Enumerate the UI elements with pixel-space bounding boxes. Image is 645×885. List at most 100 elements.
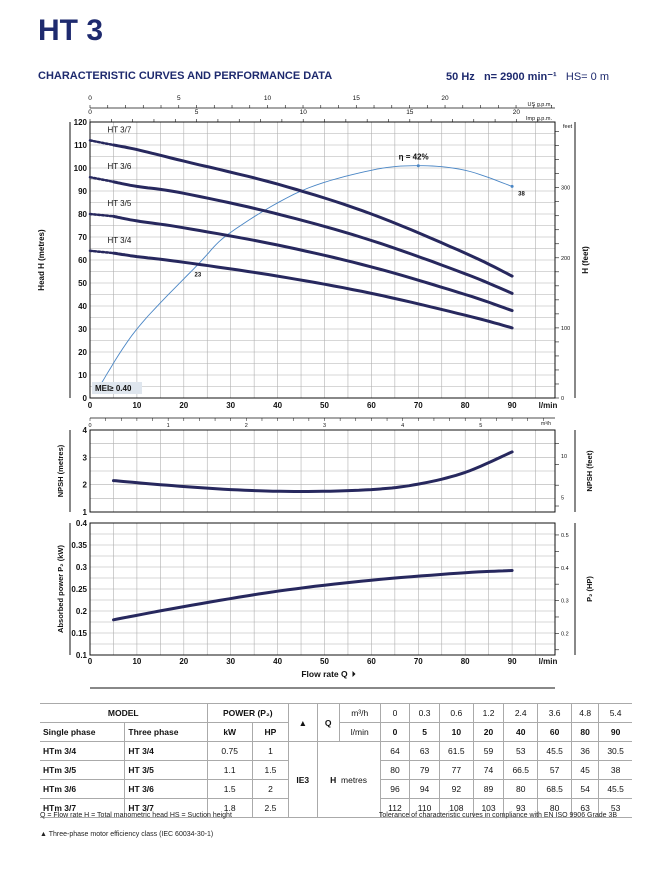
right-axis-label: 300 [561,186,570,192]
y-tick-label: 0.2 [76,607,88,616]
top-axis-label: 5 [195,109,199,116]
efficiency-curve [98,165,513,387]
y-tick-label: 110 [74,141,87,150]
q-m3h: 1.2 [473,703,505,723]
top-axis-label: 0 [88,95,92,102]
head-curve-shutoff-dashed [88,175,115,184]
m3h-header: m³/h [339,703,381,723]
head-value: 64 [380,741,411,761]
head-value: 45.5 [537,741,573,761]
q-lmin: 20 [473,722,505,742]
triangle-header: ▲ [288,703,318,742]
top-axis-unit: Imp g.p.m. [526,116,552,122]
curve-label: HT 3/5 [107,199,131,208]
x-tick-label: 0 [88,401,93,410]
power-hp: 1 [252,741,290,761]
head-value: 59 [473,741,505,761]
head-value: 80 [503,779,539,799]
efficiency-class: IE3 [288,741,318,818]
q-m3h: 3.6 [537,703,573,723]
head-value: 110 [409,798,440,818]
efficiency-end-marker [510,184,514,188]
y-tick-label: 0.4 [76,519,88,528]
q-lmin: 10 [439,722,474,742]
single-phase-model: HTm 3/4 [40,741,126,761]
power-kw: 0.75 [207,741,253,761]
curve-label: HT 3/6 [107,162,131,171]
head-value: 45.5 [598,779,632,799]
q-lmin: 5 [409,722,440,742]
h-symbol: H [330,774,337,785]
single-phase-model: HTm 3/7 [40,798,126,818]
power-hp: 2 [252,779,290,799]
efficiency-class-note: ▲ Three-phase motor efficiency class (IE… [40,831,214,838]
right-axis-label: 0.3 [561,599,569,605]
head-curve [112,180,514,295]
x-tick-label: 0 [88,657,93,666]
three-phase-model: HT 3/7 [124,798,208,818]
x-tick-label: 60 [367,657,376,666]
y-tick-label: 3 [83,453,88,462]
y-tick-label: 50 [78,279,87,288]
head-value: 79 [409,760,440,780]
right-axis-label: 0 [561,396,564,402]
head-value: 53 [503,741,539,761]
y-tick-label: 0.15 [71,629,87,638]
head-value: 89 [473,779,505,799]
y-tick-label: 20 [78,348,87,357]
head-value: 112 [380,798,411,818]
head-curve [112,214,514,313]
y-tick-label: 100 [74,164,88,173]
right-axis-label: 5 [561,496,564,502]
speed: n= 2900 min⁻¹ [483,71,557,83]
x-tick-label: 50 [320,657,329,666]
tolerance-note: Tolerance of characteristic curves in co… [378,812,617,819]
right-axis-label: 0.2 [561,631,569,637]
three-phase-model: HT 3/4 [124,741,208,761]
kw-header: kW [207,722,253,742]
y-tick-label: 90 [78,187,87,196]
q-m3h: 0 [380,703,411,723]
x-tick-label: 90 [508,657,517,666]
top-axis-label: 15 [353,95,361,102]
y-axis-title: NPSH (metres) [56,444,65,497]
x-tick-label: 40 [273,657,282,666]
head-curve-shutoff-dashed [88,212,115,218]
single-phase-header: Single phase [40,722,126,742]
efficiency-peak-marker [416,164,420,168]
npsh-curve [112,450,514,493]
q-lmin: 80 [571,722,600,742]
head-value: 108 [439,798,474,818]
head-value: 94 [409,779,440,799]
top-axis-label: 20 [441,95,449,102]
top-axis-label: 10 [264,95,272,102]
three-phase-model: HT 3/6 [124,779,208,799]
y-axis-title-right: P₂ (HP) [585,576,594,602]
power-curve [112,569,514,622]
x-axis-unit: l/min [539,401,558,410]
head-value: 103 [473,798,505,818]
head-value: 93 [503,798,539,818]
top-axis-label: 5 [177,95,181,102]
arrow-right-icon [352,671,356,677]
y-axis-title: Absorbed power P₂ (kW) [56,545,65,633]
performance-table: MODEL POWER (P₂) ▲ Q m³/h 0 0.3 0.6 1.2 … [40,703,632,818]
head-curve [112,251,514,330]
y-tick-label: 4 [83,426,88,435]
head-curve [112,143,514,278]
y-tick-label: 0.3 [76,563,88,572]
hp-header: HP [252,722,290,742]
model-header: MODEL [40,703,208,723]
q-lmin: 0 [380,722,411,742]
three-phase-header: Three phase [124,722,208,742]
x-tick-label: 80 [461,401,470,410]
head-unit: H metres [317,741,381,818]
suction-height: HS= 0 m [565,71,609,83]
y-tick-label: 60 [78,256,87,265]
y-tick-label: 1 [83,508,88,517]
m3h-axis-label: 0 [88,423,91,429]
y-tick-label: 0.25 [71,585,87,594]
head-value: 96 [380,779,411,799]
single-phase-model: HTm 3/5 [40,760,126,780]
q-m3h: 0.6 [439,703,474,723]
